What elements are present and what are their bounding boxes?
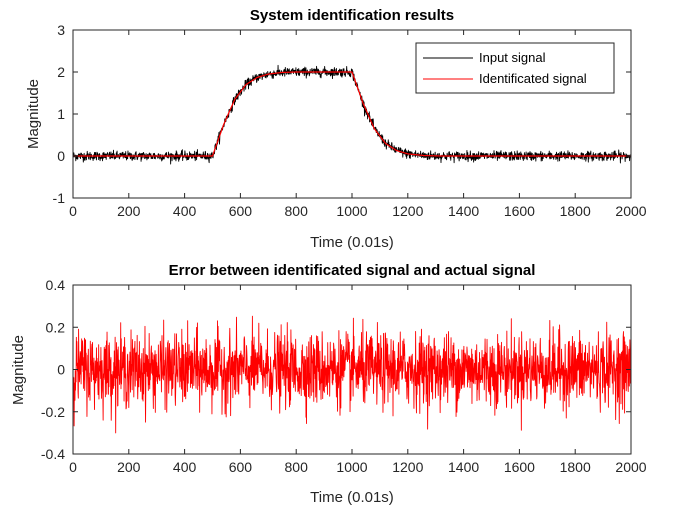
plot-top: System identification results 0 200 400 600…	[25, 7, 647, 251]
plot-bottom-ytick-label: 0.2	[46, 319, 66, 335]
legend-identificated-label: Identificated signal	[479, 71, 587, 86]
legend: Input signal Identificated signal	[415, 42, 615, 94]
plot-bottom-xtick-label: 1000	[336, 459, 367, 475]
plot-top-xlabel: Time (0.01s)	[310, 234, 394, 251]
plot-top-xtick-label: 200	[117, 203, 141, 219]
plot-top-ytick-label: 3	[57, 22, 65, 38]
plot-bottom-xtick-label: 600	[229, 459, 253, 475]
plot-bottom-ytick-label: 0	[57, 362, 65, 378]
plot-bottom-xtick-label: 1200	[392, 459, 423, 475]
plot-bottom-xtick-label: 2000	[615, 459, 646, 475]
identificated-signal-series-line	[72, 71, 632, 157]
legend-box	[415, 42, 615, 94]
plot-top-title: System identification results	[250, 7, 454, 24]
plot-top-xtick-label: 600	[229, 203, 253, 219]
plot-bottom: Error between identificated signal and a…	[10, 262, 647, 506]
plot-bottom-title: Error between identificated signal and a…	[169, 262, 536, 279]
plot-bottom-ytick-label: -0.2	[41, 404, 65, 420]
plot-top-xtick-label: 1000	[336, 203, 367, 219]
plot-top-xtick-label: 1200	[392, 203, 423, 219]
plot-bottom-xtick-label: 1800	[560, 459, 591, 475]
plot-top-ticks: 0 200 400 600 800 1000 1200 1400 1600 1800 2000-10…	[53, 22, 647, 219]
plot-top-ytick-label: 2	[57, 64, 65, 80]
plot-top-xtick-label: 1600	[504, 203, 535, 219]
legend-input-label: Input signal	[479, 50, 546, 65]
plot-bottom-ylabel: Magnitude	[10, 335, 27, 405]
plot-bottom-ticks: 0 200 400 600 800 1000 1200 1400 1600 1800 2000 -0.…	[41, 277, 647, 475]
plot-bottom-ytick-label: 0.4	[46, 277, 66, 293]
plot-bottom-xlabel: Time (0.01s)	[310, 489, 394, 506]
plot-top-data-area	[72, 64, 632, 165]
plot-bottom-xtick-label: 1600	[504, 459, 535, 475]
plot-top-ytick-label: 1	[57, 106, 65, 122]
plot-bottom-data-area	[72, 315, 632, 434]
plot-bottom-xtick-label: 1400	[448, 459, 479, 475]
plot-top-xtick-label: 1400	[448, 203, 479, 219]
plot-top-xtick-label: 2000	[615, 203, 646, 219]
plot-top-xtick-label: 400	[173, 203, 197, 219]
plot-top-xtick-label: 800	[285, 203, 309, 219]
plot-bottom-xtick-label: 400	[173, 459, 197, 475]
error-series-line	[72, 315, 632, 434]
plot-bottom-xtick-label: 800	[285, 459, 309, 475]
plot-top-xtick-label: 1800	[560, 203, 591, 219]
plot-bottom-ytick-label: -0.4	[41, 446, 65, 462]
plot-top-ytick-label: 0	[57, 148, 65, 164]
plot-bottom-xtick-label: 0	[69, 459, 77, 475]
plot-top-ytick-label: -1	[53, 190, 66, 206]
plot-top-ylabel: Magnitude	[25, 79, 42, 149]
plot-bottom-xtick-label: 200	[117, 459, 141, 475]
plot-top-xtick-label: 0	[69, 203, 77, 219]
